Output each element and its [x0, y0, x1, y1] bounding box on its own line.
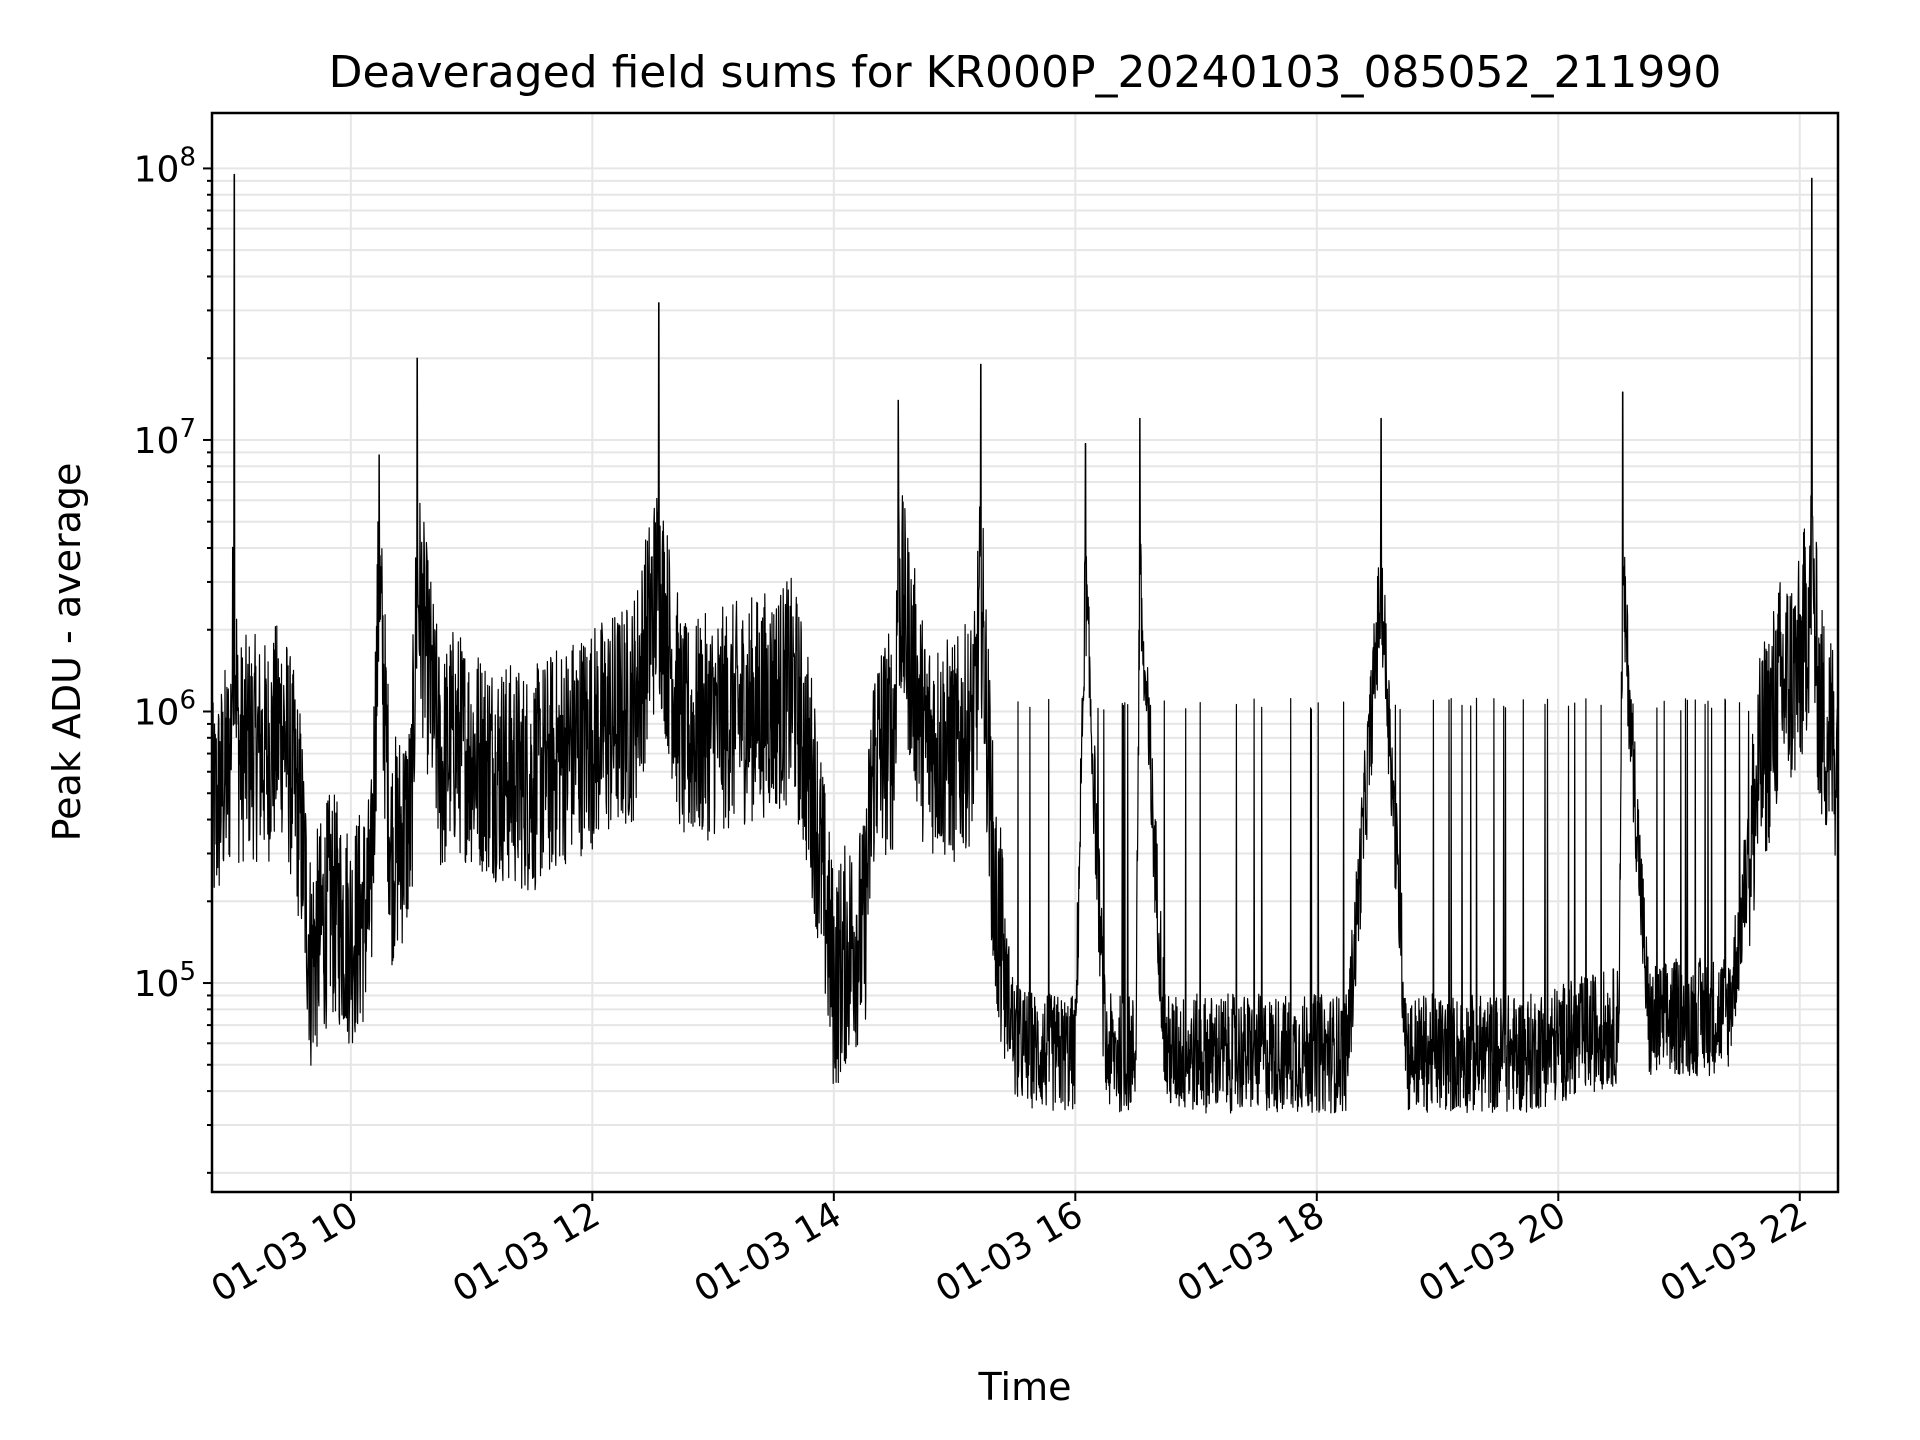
y-tick-label: 105: [134, 957, 196, 1005]
plot-frame: [210, 111, 1840, 1194]
grid: [212, 113, 1838, 1192]
y-axis-ticks: 105 106 107 108: [134, 142, 212, 1174]
x-axis-label: Time: [978, 1365, 1072, 1409]
y-tick-label: 106: [134, 686, 196, 734]
series-line: [211, 173, 1839, 1114]
chart-title: Deaveraged field sums for KR000P_2024010…: [329, 47, 1722, 98]
y-tick-label: 107: [134, 414, 196, 462]
series-layer: [211, 173, 1839, 1114]
y-tick-label: 108: [134, 142, 196, 190]
y-axis-label: Peak ADU - average: [45, 463, 89, 842]
